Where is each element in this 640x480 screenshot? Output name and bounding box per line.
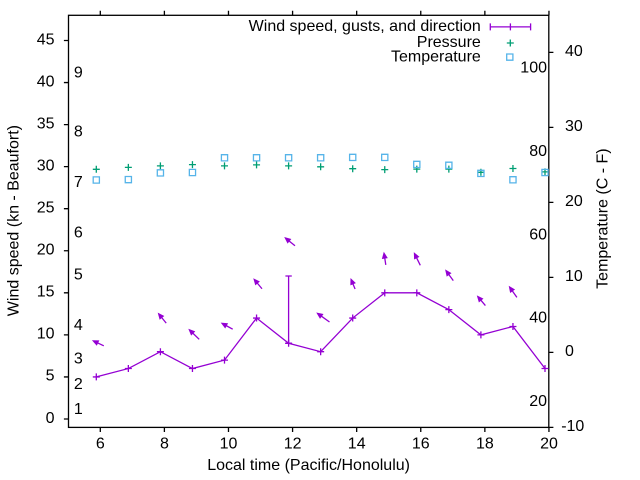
svg-text:4: 4 [74,317,83,334]
svg-text:18: 18 [476,436,494,453]
svg-text:1: 1 [74,401,83,418]
svg-text:40: 40 [565,43,583,60]
svg-text:Temperature (C - F): Temperature (C - F) [595,148,612,288]
svg-text:35: 35 [37,115,55,132]
svg-text:3: 3 [74,351,83,368]
svg-text:12: 12 [284,436,302,453]
svg-text:20: 20 [540,436,558,453]
svg-text:20: 20 [37,242,55,259]
svg-text:Local time (Pacific/Honolulu): Local time (Pacific/Honolulu) [207,457,410,474]
svg-text:20: 20 [529,393,547,410]
svg-text:10: 10 [37,326,55,343]
svg-text:25: 25 [37,200,55,217]
svg-text:2: 2 [74,376,83,393]
svg-text:5: 5 [74,267,83,284]
svg-text:80: 80 [529,143,547,160]
svg-text:30: 30 [37,158,55,175]
svg-text:6: 6 [96,436,105,453]
svg-text:Pressure: Pressure [417,34,481,51]
svg-text:100: 100 [520,60,547,77]
svg-text:60: 60 [529,226,547,243]
svg-text:Temperature: Temperature [391,49,481,66]
svg-text:0: 0 [46,410,55,427]
svg-text:5: 5 [46,368,55,385]
svg-text:15: 15 [37,284,55,301]
svg-text:Wind speed (kn - Beaufort): Wind speed (kn - Beaufort) [6,125,23,316]
svg-text:8: 8 [160,436,169,453]
svg-text:Wind speed, gusts, and directi: Wind speed, gusts, and direction [249,18,481,35]
svg-text:0: 0 [565,343,574,360]
svg-text:30: 30 [565,118,583,135]
svg-text:45: 45 [37,31,55,48]
svg-text:40: 40 [37,73,55,90]
svg-text:6: 6 [74,225,83,242]
svg-text:9: 9 [74,65,83,82]
svg-text:8: 8 [74,124,83,141]
svg-text:10: 10 [565,268,583,285]
svg-text:40: 40 [529,310,547,327]
svg-text:-10: -10 [561,418,584,435]
svg-text:10: 10 [220,436,238,453]
svg-text:14: 14 [348,436,366,453]
svg-text:20: 20 [565,193,583,210]
svg-text:7: 7 [74,174,83,191]
svg-text:16: 16 [412,436,430,453]
